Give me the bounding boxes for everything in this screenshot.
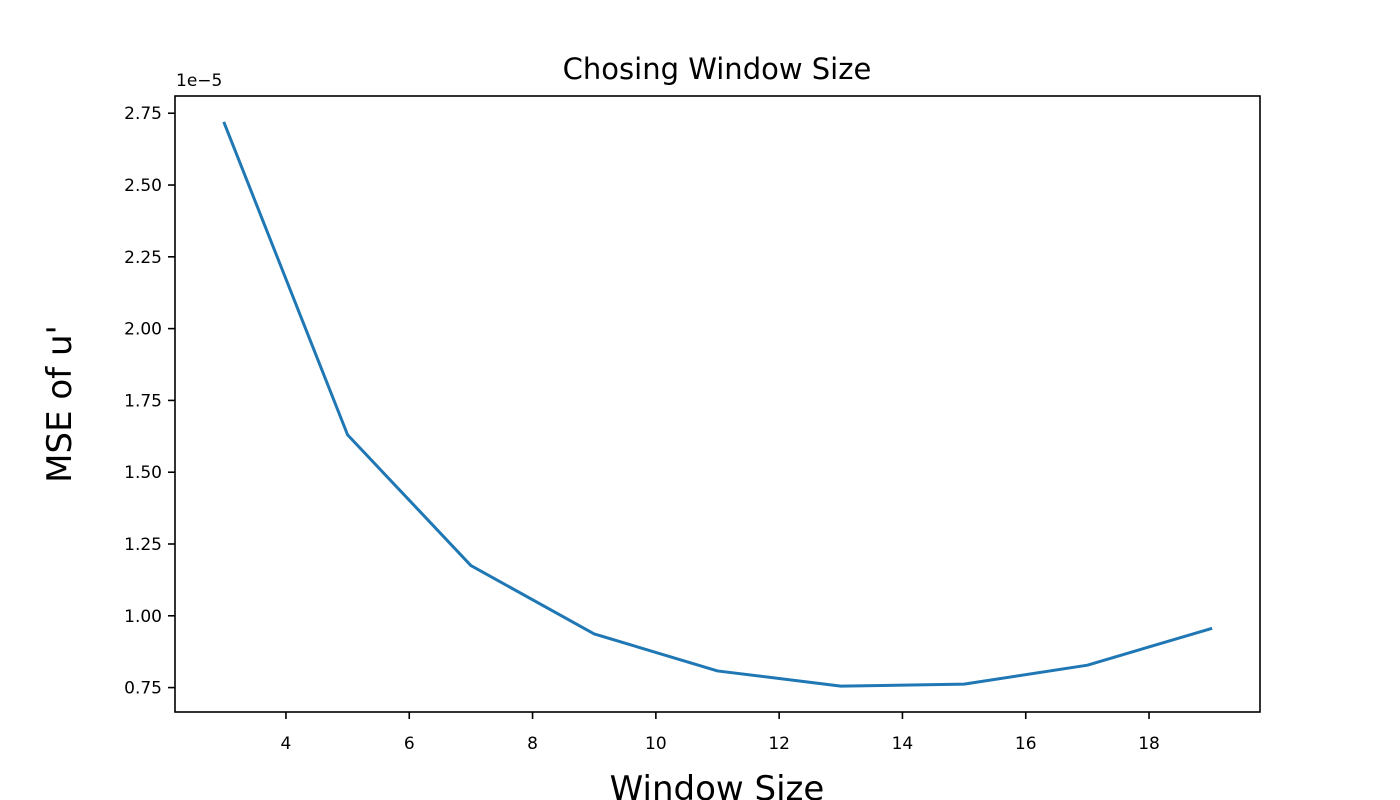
- y-tick-label: 2.00: [124, 320, 162, 340]
- chart-title: Chosing Window Size: [563, 52, 872, 86]
- x-axis-label: Window Size: [610, 769, 825, 800]
- y-tick-label: 2.75: [124, 104, 162, 124]
- x-tick-label: 18: [1138, 734, 1160, 754]
- series-line-0: [222, 121, 1213, 688]
- x-tick-label: 6: [404, 734, 415, 754]
- y-tick-label: 1.25: [124, 535, 162, 555]
- axes-frame: [174, 95, 1261, 713]
- y-tick-label: 1.75: [124, 391, 162, 411]
- plot-area: 4 6 8 10 12 14 16 18 0.75 1.00 1.25 1.50 1.75 2.00 2.2…: [124, 95, 1261, 754]
- y-tick-label: 0.75: [124, 679, 162, 699]
- y-tick-label: 1.50: [124, 463, 162, 483]
- y-axis-label: MSE of u': [40, 325, 80, 483]
- x-tick-label: 10: [645, 734, 667, 754]
- x-tick-label: 12: [768, 734, 790, 754]
- y-tick-label: 1.00: [124, 607, 162, 627]
- y-tick-label: 2.25: [124, 248, 162, 268]
- x-tick-label: 4: [281, 734, 292, 754]
- x-tick-label: 8: [527, 734, 538, 754]
- y-axis-offset-label: 1e−5: [176, 71, 222, 91]
- x-tick-label: 16: [1015, 734, 1037, 754]
- x-tick-label: 14: [892, 734, 914, 754]
- y-tick-label: 2.50: [124, 176, 162, 196]
